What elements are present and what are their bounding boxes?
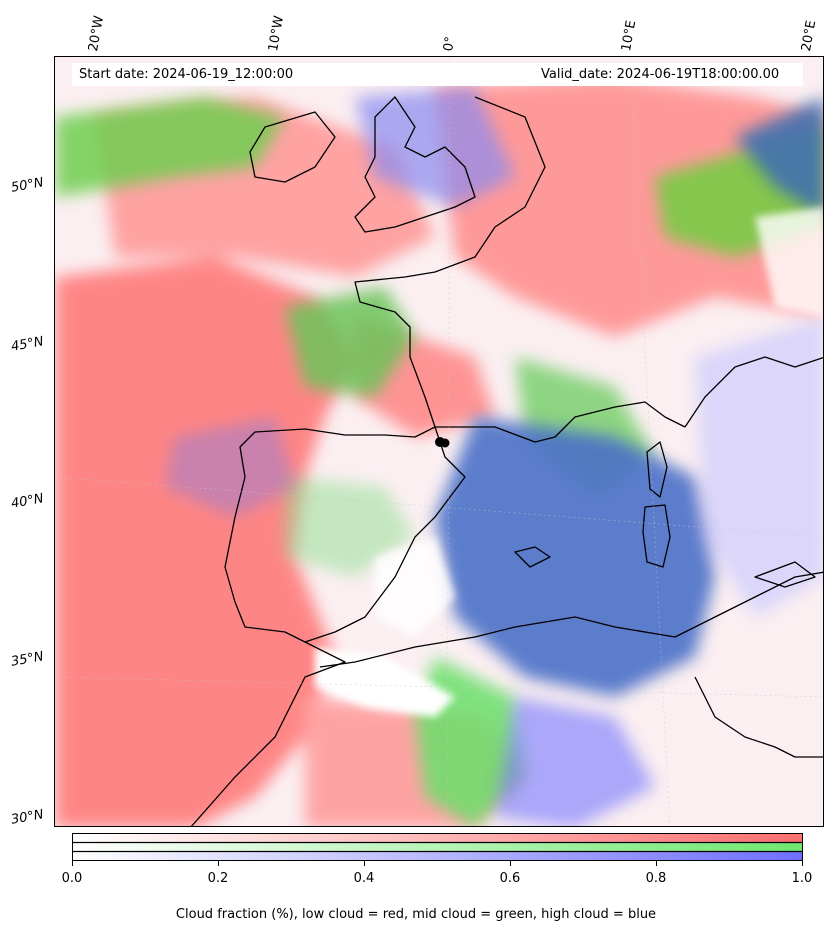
coastlines xyxy=(190,96,823,826)
coast-north-africa xyxy=(319,571,823,668)
coast-spain-east xyxy=(304,426,466,643)
colorbar xyxy=(72,833,803,861)
lon-label-20w: 20°W xyxy=(86,14,108,53)
lat-label-35n: 35°N xyxy=(9,649,45,670)
clear-sky-areas xyxy=(315,207,823,717)
colorbar-tick xyxy=(218,861,219,866)
coast-sicily xyxy=(754,561,816,588)
colorbar-tick-label: 0.2 xyxy=(207,871,229,886)
coast-corsica xyxy=(646,441,668,498)
coast-italy xyxy=(684,356,823,428)
cloud-map xyxy=(55,57,823,826)
coast-ireland xyxy=(249,111,336,183)
lat-label-50n: 50°N xyxy=(9,175,45,196)
colorbar-graphic xyxy=(73,834,802,860)
point-marker xyxy=(435,437,450,448)
colorbar-low-cloud xyxy=(73,834,802,842)
colorbar-caption: Cloud fraction (%), low cloud = red, mid… xyxy=(175,907,657,922)
colorbar-tick-label: 0.4 xyxy=(353,871,375,886)
lat-label-30n: 30°N xyxy=(9,807,45,828)
coast-france-south xyxy=(435,401,686,443)
colorbar-tick-label: 0.8 xyxy=(645,871,667,886)
colorbar-high-cloud xyxy=(73,852,802,860)
coast-balearics xyxy=(514,546,551,568)
colorbar-tick xyxy=(656,861,657,866)
lon-label-0: 0° xyxy=(441,35,459,53)
valid-date-label: Valid_date: 2024-06-19T18:00:00.00 xyxy=(541,67,780,82)
colorbar-tick xyxy=(802,861,803,866)
lon-label-20e: 20°E xyxy=(799,19,820,53)
coast-great-britain xyxy=(354,96,476,233)
coast-sardinia xyxy=(642,504,671,568)
high-cloud-layer xyxy=(165,87,823,826)
header-box xyxy=(72,63,803,86)
lat-label-45n: 45°N xyxy=(9,334,45,355)
colorbar-tick xyxy=(510,861,511,866)
colorbar-tick-label: 1.0 xyxy=(791,871,813,886)
coast-tunisia xyxy=(694,676,823,758)
lon-label-10e: 10°E xyxy=(619,19,640,53)
colorbar-tick xyxy=(72,861,73,866)
lon-label-10w: 10°W xyxy=(266,14,288,53)
colorbar-tick-label: 0.0 xyxy=(61,871,83,886)
colorbar-mid-cloud xyxy=(73,843,802,851)
start-date-label: Start date: 2024-06-19_12:00:00 xyxy=(79,67,294,82)
lat-label-40n: 40°N xyxy=(9,491,45,512)
colorbar-tick xyxy=(364,861,365,866)
map-panel[interactable] xyxy=(54,56,824,827)
colorbar-tick-label: 0.6 xyxy=(499,871,521,886)
